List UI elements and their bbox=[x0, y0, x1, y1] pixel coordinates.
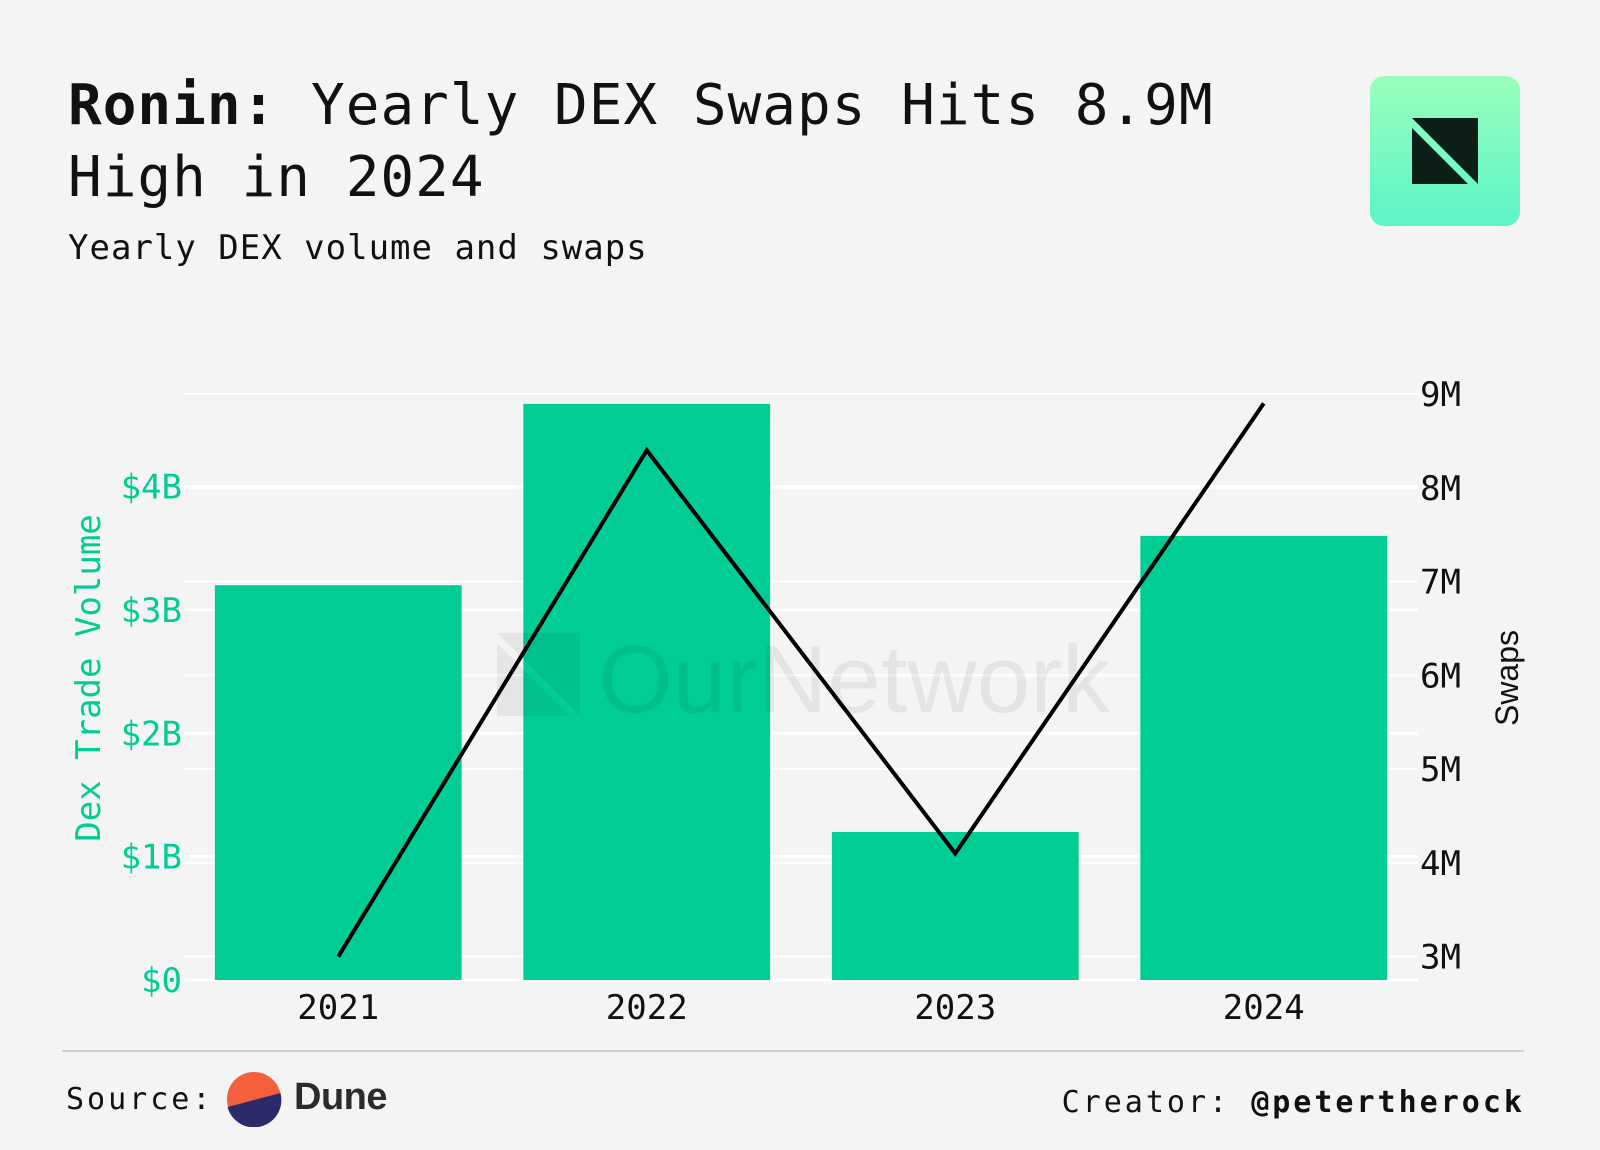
right-tick-label: 7M bbox=[1420, 563, 1461, 603]
right-tick-label: 6M bbox=[1420, 656, 1461, 696]
watermark-text: OurNetwork bbox=[598, 626, 1111, 733]
right-axis-title: Swaps bbox=[1489, 630, 1525, 726]
source-name: Dune bbox=[294, 1076, 388, 1118]
right-tick-label: 5M bbox=[1420, 750, 1461, 790]
left-tick-label: $2B bbox=[121, 714, 182, 754]
watermark-icon bbox=[497, 633, 580, 716]
left-axis-title: Dex Trade Volume bbox=[69, 514, 109, 842]
footer-divider bbox=[62, 1050, 1524, 1052]
left-tick-label: $4B bbox=[121, 468, 182, 508]
right-tick-label: 8M bbox=[1420, 469, 1461, 509]
dune-logo-icon bbox=[227, 1072, 282, 1127]
left-tick-label: $1B bbox=[121, 838, 182, 878]
ournetwork-logo-icon bbox=[1412, 118, 1478, 184]
x-tick-label: 2023 bbox=[914, 988, 996, 1028]
left-tick-label: $3B bbox=[121, 591, 182, 631]
x-tick-label: 2024 bbox=[1223, 988, 1305, 1028]
axes: $0 $1B $2B $3B $4B 3M 4M 5M 6M 7M 8M 9M 2021 2022 2023… bbox=[69, 375, 1525, 1028]
bar-2022 bbox=[523, 403, 771, 980]
watermark: OurNetwork bbox=[497, 626, 1111, 733]
volume-bars bbox=[214, 403, 1388, 980]
left-tick-label: $0 bbox=[141, 961, 182, 1001]
right-tick-label: 9M bbox=[1420, 375, 1461, 415]
watermark-icon-lower bbox=[497, 643, 570, 716]
creator: Creator: @petertherock bbox=[1062, 1085, 1525, 1120]
chart-title-bold: Ronin: bbox=[68, 73, 277, 138]
x-tick-label: 2021 bbox=[297, 988, 379, 1028]
chart-subtitle: Yearly DEX volume and swaps bbox=[68, 228, 648, 268]
right-tick-label: 4M bbox=[1420, 844, 1461, 884]
ournetwork-logo bbox=[1370, 76, 1520, 226]
bar-2024 bbox=[1140, 535, 1388, 980]
x-tick-label: 2022 bbox=[606, 988, 688, 1028]
chart-title: Ronin: Yearly DEX Swaps Hits 8.9M High i… bbox=[68, 70, 1268, 214]
chart-title-rest: Yearly DEX Swaps Hits 8.9M High in 2024 bbox=[68, 73, 1214, 210]
creator-label: Creator: bbox=[1061, 1085, 1231, 1120]
right-tick-label: 3M bbox=[1420, 938, 1461, 978]
source-label: Source: bbox=[66, 1082, 214, 1117]
bar-2021 bbox=[214, 585, 462, 980]
swaps-line bbox=[336, 402, 1266, 958]
swaps-line-path bbox=[336, 402, 1266, 958]
creator-handle: @petertherock bbox=[1251, 1085, 1525, 1120]
